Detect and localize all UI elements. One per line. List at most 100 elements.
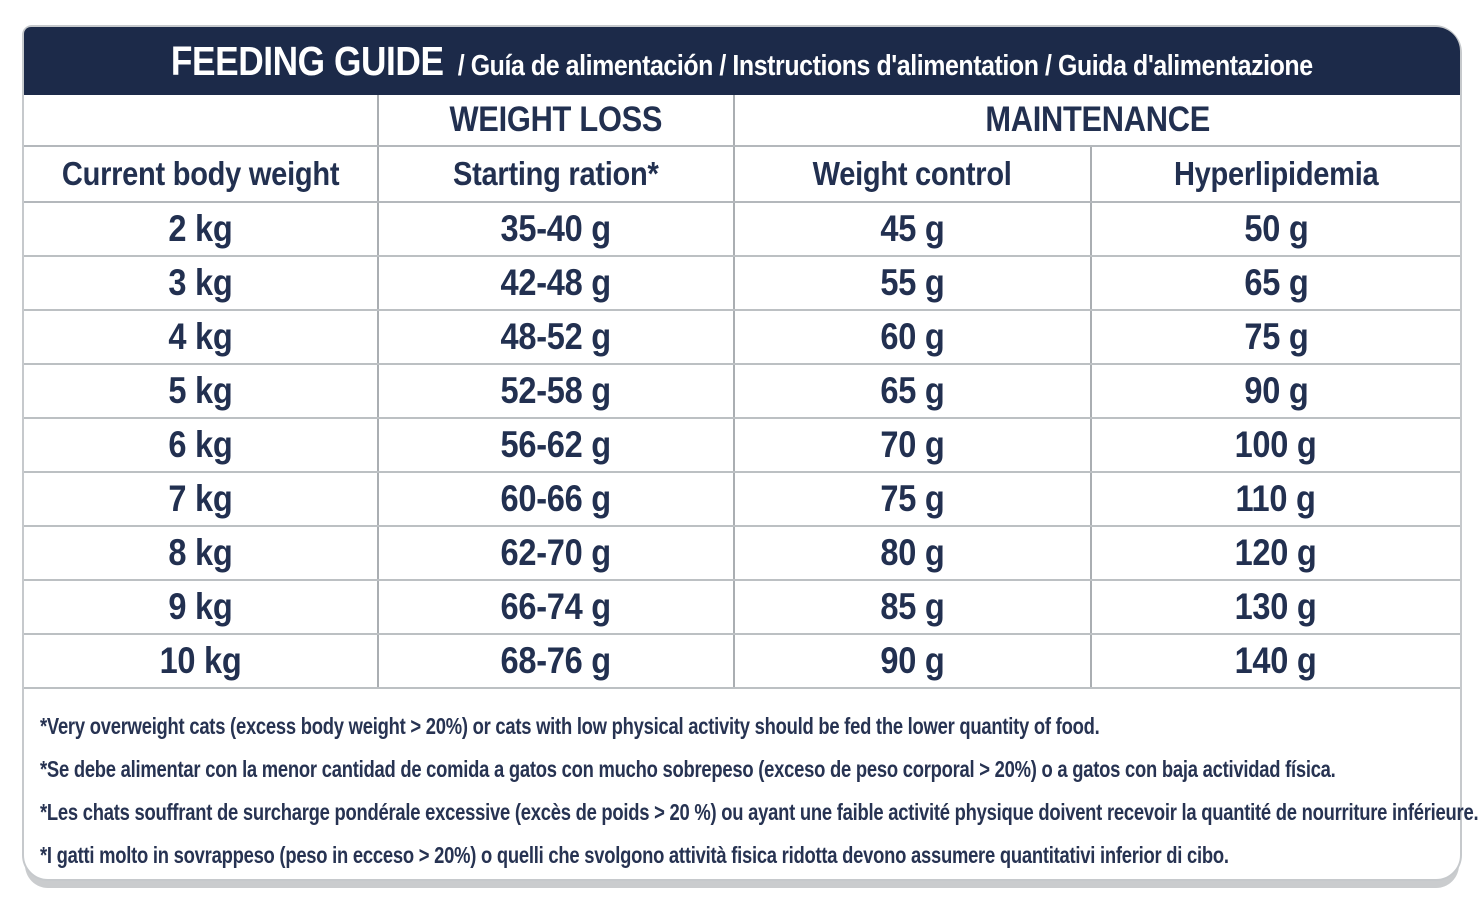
cell-value: 90 g	[1243, 370, 1309, 411]
cell-value: 100 g	[1235, 424, 1317, 465]
cell-value: 60 g	[880, 316, 945, 357]
cell-value: 110 g	[1235, 478, 1317, 519]
hyperlipidemia-cell: 110 g	[1092, 473, 1460, 525]
table-row: 8 kg 62-70 g 80 g 120 g	[24, 527, 1460, 581]
column-header-current-body-weight: Current body weight	[24, 147, 379, 201]
group-header-weight-loss-label: WEIGHT LOSS	[449, 100, 663, 139]
cell-value: 42-48 g	[500, 262, 612, 303]
hyperlipidemia-cell: 130 g	[1092, 581, 1460, 633]
column-header-weight-control: Weight control	[735, 147, 1092, 201]
footnote-spanish: *Se debe alimentar con la menor cantidad…	[40, 756, 1336, 782]
hyperlipidemia-cell: 65 g	[1092, 257, 1460, 309]
footnote-english: *Very overweight cats (excess body weigh…	[40, 713, 1100, 739]
cell-value: 130 g	[1235, 586, 1317, 627]
hyperlipidemia-cell: 75 g	[1092, 311, 1460, 363]
body-weight-cell: 7 kg	[24, 473, 379, 525]
column-header-label: Weight control	[812, 155, 1013, 192]
starting-ration-cell: 62-70 g	[379, 527, 735, 579]
body-weight-cell: 2 kg	[24, 203, 379, 255]
cell-value: 7 kg	[168, 478, 233, 519]
table-row: 7 kg 60-66 g 75 g 110 g	[24, 473, 1460, 527]
table-row: 2 kg 35-40 g 45 g 50 g	[24, 203, 1460, 257]
table-row: 9 kg 66-74 g 85 g 130 g	[24, 581, 1460, 635]
cell-value: 48-52 g	[500, 316, 612, 357]
weight-control-cell: 45 g	[735, 203, 1092, 255]
group-header-maintenance-label: MAINTENANCE	[985, 100, 1210, 139]
weight-control-cell: 80 g	[735, 527, 1092, 579]
column-header-row: Current body weight Starting ration* Wei…	[24, 147, 1460, 203]
cell-value: 66-74 g	[500, 586, 612, 627]
column-header-starting-ration: Starting ration*	[379, 147, 735, 201]
column-header-hyperlipidemia: Hyperlipidemia	[1092, 147, 1460, 201]
table-row: 6 kg 56-62 g 70 g 100 g	[24, 419, 1460, 473]
group-header-row: WEIGHT LOSS MAINTENANCE	[24, 95, 1460, 147]
feeding-guide-title-bar: FEEDING GUIDE / Guía de alimentación / I…	[24, 27, 1460, 95]
weight-control-cell: 65 g	[735, 365, 1092, 417]
table-row: 4 kg 48-52 g 60 g 75 g	[24, 311, 1460, 365]
hyperlipidemia-cell: 120 g	[1092, 527, 1460, 579]
cell-value: 2 kg	[168, 208, 233, 249]
cell-value: 90 g	[880, 640, 945, 681]
cell-value: 9 kg	[168, 586, 233, 627]
cell-value: 65 g	[880, 370, 945, 411]
body-weight-cell: 6 kg	[24, 419, 379, 471]
cell-value: 80 g	[880, 532, 945, 573]
cell-value: 35-40 g	[500, 208, 612, 249]
group-header-empty-cell	[24, 95, 379, 145]
feeding-guide-card: FEEDING GUIDE / Guía de alimentación / I…	[22, 25, 1479, 881]
hyperlipidemia-cell: 100 g	[1092, 419, 1460, 471]
cell-value: 140 g	[1235, 640, 1317, 681]
feeding-guide-table: WEIGHT LOSS MAINTENANCE Current body wei…	[24, 95, 1460, 689]
starting-ration-cell: 52-58 g	[379, 365, 735, 417]
body-weight-cell: 9 kg	[24, 581, 379, 633]
body-weight-cell: 8 kg	[24, 527, 379, 579]
title-text-group: FEEDING GUIDE / Guía de alimentación / I…	[171, 38, 1313, 85]
cell-value: 10 kg	[159, 640, 242, 681]
cell-value: 45 g	[880, 208, 945, 249]
cell-value: 52-58 g	[500, 370, 612, 411]
weight-control-cell: 60 g	[735, 311, 1092, 363]
cell-value: 68-76 g	[500, 640, 612, 681]
starting-ration-cell: 42-48 g	[379, 257, 735, 309]
page-title-translations: / Guía de alimentación / Instructions d'…	[457, 49, 1313, 82]
cell-value: 8 kg	[168, 532, 233, 573]
page-title: FEEDING GUIDE	[171, 37, 444, 84]
cell-value: 75 g	[880, 478, 945, 519]
cell-value: 3 kg	[168, 262, 233, 303]
cell-value: 75 g	[1243, 316, 1309, 357]
weight-control-cell: 75 g	[735, 473, 1092, 525]
group-header-maintenance: MAINTENANCE	[735, 95, 1460, 145]
cell-value: 85 g	[880, 586, 945, 627]
weight-control-cell: 90 g	[735, 635, 1092, 687]
cell-value: 5 kg	[168, 370, 233, 411]
body-weight-cell: 5 kg	[24, 365, 379, 417]
footnote-french: *Les chats souffrant de surcharge pondér…	[40, 799, 1479, 825]
starting-ration-cell: 68-76 g	[379, 635, 735, 687]
hyperlipidemia-cell: 90 g	[1092, 365, 1460, 417]
weight-control-cell: 55 g	[735, 257, 1092, 309]
body-weight-cell: 3 kg	[24, 257, 379, 309]
cell-value: 65 g	[1243, 262, 1309, 303]
table-row: 5 kg 52-58 g 65 g 90 g	[24, 365, 1460, 419]
table-row: 10 kg 68-76 g 90 g 140 g	[24, 635, 1460, 689]
footnotes-section: *Very overweight cats (excess body weigh…	[24, 689, 1479, 877]
cell-value: 4 kg	[168, 316, 233, 357]
cell-value: 6 kg	[168, 424, 233, 465]
starting-ration-cell: 66-74 g	[379, 581, 735, 633]
column-header-label: Current body weight	[61, 155, 340, 192]
cell-value: 62-70 g	[500, 532, 612, 573]
table-row: 3 kg 42-48 g 55 g 65 g	[24, 257, 1460, 311]
cell-value: 70 g	[880, 424, 945, 465]
hyperlipidemia-cell: 140 g	[1092, 635, 1460, 687]
starting-ration-cell: 60-66 g	[379, 473, 735, 525]
column-header-label: Hyperlipidemia	[1173, 155, 1379, 192]
hyperlipidemia-cell: 50 g	[1092, 203, 1460, 255]
starting-ration-cell: 56-62 g	[379, 419, 735, 471]
body-weight-cell: 10 kg	[24, 635, 379, 687]
group-header-weight-loss: WEIGHT LOSS	[379, 95, 735, 145]
starting-ration-cell: 48-52 g	[379, 311, 735, 363]
body-weight-cell: 4 kg	[24, 311, 379, 363]
footnote-italian: *I gatti molto in sovrappeso (peso in ec…	[40, 842, 1229, 868]
weight-control-cell: 85 g	[735, 581, 1092, 633]
starting-ration-cell: 35-40 g	[379, 203, 735, 255]
